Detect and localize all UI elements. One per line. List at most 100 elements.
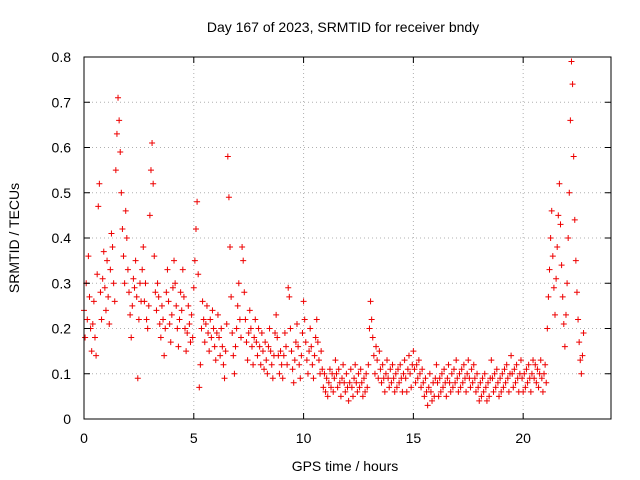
data-point [508, 352, 515, 359]
data-point [537, 357, 544, 364]
data-point [155, 293, 162, 300]
data-point [542, 361, 549, 368]
data-point [314, 339, 321, 346]
y-tick-label: 0.3 [52, 275, 72, 291]
data-point [438, 370, 445, 377]
data-point [443, 393, 450, 400]
data-point [233, 325, 240, 332]
data-point [105, 293, 112, 300]
x-tick-label: 15 [406, 430, 422, 446]
data-point [496, 393, 503, 400]
y-tick-label: 0.1 [52, 366, 72, 382]
data-point [465, 357, 472, 364]
data-point [225, 194, 232, 201]
data-point [120, 253, 127, 260]
data-point [503, 361, 510, 368]
data-point [342, 388, 349, 395]
data-point [158, 302, 165, 309]
data-point [483, 397, 490, 404]
data-point [393, 384, 400, 391]
data-point [322, 388, 329, 395]
data-point [463, 388, 470, 395]
data-point [412, 379, 419, 386]
data-point [490, 388, 497, 395]
data-point [579, 352, 586, 359]
data-point [436, 375, 443, 382]
data-point [200, 316, 207, 323]
data-point [363, 370, 370, 377]
data-point [433, 361, 440, 368]
x-tick-label: 5 [190, 430, 198, 446]
data-point [519, 375, 526, 382]
data-point [550, 284, 557, 291]
x-tick-label: 10 [296, 430, 312, 446]
data-point [337, 393, 344, 400]
data-point [182, 325, 189, 332]
data-point [110, 280, 117, 287]
data-point [330, 388, 337, 395]
data-point [89, 320, 96, 327]
data-point [95, 203, 102, 210]
y-tick-label: 0.5 [52, 185, 72, 201]
data-point [190, 284, 197, 291]
data-point [197, 361, 204, 368]
data-point [85, 253, 92, 260]
data-point [499, 370, 506, 377]
data-point [348, 384, 355, 391]
data-point [121, 280, 128, 287]
data-point [188, 311, 195, 318]
data-point [211, 343, 218, 350]
data-point [214, 311, 221, 318]
data-point [263, 357, 270, 364]
data-point [567, 117, 574, 124]
data-point [185, 302, 192, 309]
data-point [151, 253, 158, 260]
data-point [264, 370, 271, 377]
data-point [277, 348, 284, 355]
data-point [191, 257, 198, 264]
data-point [435, 393, 442, 400]
data-point [284, 361, 291, 368]
data-point [156, 320, 163, 327]
data-point [408, 384, 415, 391]
data-point [528, 370, 535, 377]
data-point [568, 58, 575, 65]
data-point [310, 375, 317, 382]
data-point [402, 375, 409, 382]
data-point [557, 221, 564, 228]
data-point [102, 307, 109, 314]
data-point [413, 361, 420, 368]
data-point [475, 384, 482, 391]
data-point [446, 379, 453, 386]
data-point [177, 289, 184, 296]
data-point [522, 384, 529, 391]
data-point [240, 257, 247, 264]
y-tick-label: 0 [63, 411, 71, 427]
data-point [126, 289, 133, 296]
data-point [397, 361, 404, 368]
data-point [99, 275, 106, 282]
data-point [266, 325, 273, 332]
data-point [292, 339, 299, 346]
data-point [224, 153, 231, 160]
data-point [290, 379, 297, 386]
data-point [571, 216, 578, 223]
data-point [471, 375, 478, 382]
data-point [512, 379, 519, 386]
data-point [163, 289, 170, 296]
data-point [367, 298, 374, 305]
data-point [175, 343, 182, 350]
data-point [111, 298, 118, 305]
data-point [116, 117, 123, 124]
data-point [546, 266, 553, 273]
data-point [509, 370, 516, 377]
data-point [373, 343, 380, 350]
data-point [384, 357, 391, 364]
data-point [376, 348, 383, 355]
data-point [562, 311, 569, 318]
data-point [209, 307, 216, 314]
data-point [132, 257, 139, 264]
data-point [173, 302, 180, 309]
data-point [525, 361, 532, 368]
data-point [440, 384, 447, 391]
